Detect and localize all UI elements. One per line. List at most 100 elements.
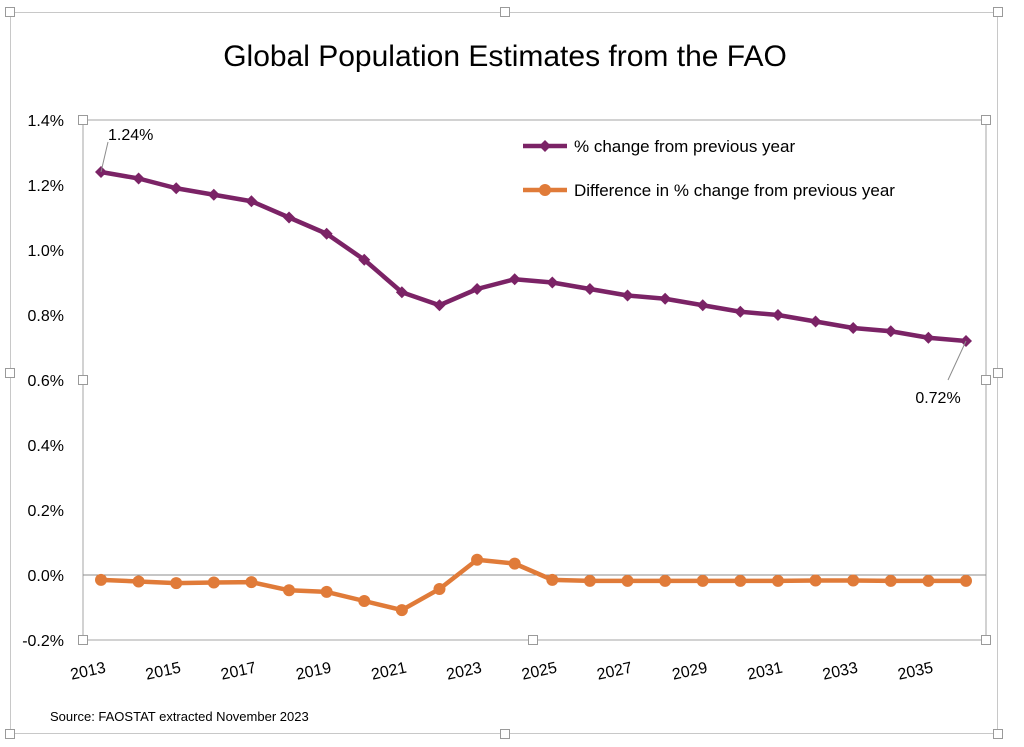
data-point-diamond	[358, 253, 371, 266]
series-line-0	[98, 169, 969, 344]
data-point-circle	[207, 576, 220, 589]
data-point-circle	[734, 574, 747, 587]
data-point-diamond	[659, 292, 672, 305]
data-point-diamond	[621, 289, 634, 302]
resize-handle[interactable]	[78, 375, 88, 385]
data-point-diamond	[847, 322, 860, 334]
y-tick-label: 1.0%	[28, 243, 64, 260]
resize-handle[interactable]	[5, 368, 15, 378]
y-tick-label: 1.2%	[28, 178, 64, 195]
y-tick-label: -0.2%	[22, 633, 64, 650]
legend: % change from previous year Difference in…	[523, 137, 895, 200]
data-point-circle	[471, 553, 484, 566]
data-point-circle	[508, 557, 521, 570]
x-tick-label: 2027	[595, 660, 633, 684]
data-point-circle	[583, 574, 596, 587]
data-point-circle	[884, 574, 897, 587]
legend-marker-circle	[539, 184, 551, 196]
resize-handle[interactable]	[5, 7, 15, 17]
x-tick-label: 2017	[219, 660, 257, 684]
chart-title: Global Population Estimates from the FAO	[223, 40, 787, 73]
data-point-circle	[621, 574, 634, 587]
resize-handle[interactable]	[993, 368, 1003, 378]
series-group	[95, 166, 972, 617]
data-point-circle	[847, 574, 860, 587]
y-tick-label: 1.4%	[28, 113, 64, 130]
source-note: Source: FAOSTAT extracted November 2023	[50, 709, 309, 724]
series-line-1	[98, 557, 969, 613]
callout-leader	[947, 340, 967, 381]
selection-handles[interactable]	[5, 7, 1003, 739]
data-point-diamond	[433, 299, 446, 312]
data-point-diamond	[884, 325, 897, 338]
resize-handle[interactable]	[993, 7, 1003, 17]
data-point-circle	[283, 584, 296, 597]
data-point-circle	[696, 574, 709, 587]
x-axis: 2013 2015 2017 2019 2021 2023 2025 2027 2029 2031…	[69, 660, 935, 684]
data-point-diamond	[508, 273, 521, 286]
data-point-circle	[659, 574, 672, 587]
resize-handle[interactable]	[981, 115, 991, 125]
x-tick-label: 2033	[821, 660, 859, 684]
data-point-diamond	[283, 211, 296, 224]
data-point-circle	[546, 573, 559, 586]
data-point-diamond	[245, 195, 258, 208]
data-point-circle	[320, 585, 333, 598]
data-point-circle	[170, 577, 183, 590]
callout-label: 1.24%	[108, 127, 153, 144]
data-point-diamond	[395, 286, 408, 299]
data-point-diamond	[771, 309, 784, 321]
data-point-diamond	[583, 283, 596, 295]
x-tick-label: 2035	[896, 660, 934, 684]
x-tick-label: 2031	[746, 660, 784, 684]
data-point-diamond	[546, 276, 559, 289]
data-point-diamond	[207, 188, 220, 201]
x-tick-label: 2013	[69, 660, 107, 684]
data-point-circle	[132, 575, 145, 588]
legend-label-1: Difference in % change from previous yea…	[574, 181, 895, 200]
y-tick-label: 0.8%	[28, 308, 64, 325]
y-axis: -0.2% 0.0% 0.2% 0.4% 0.6% 0.8% 1.0% 1.2% 1.4%	[22, 113, 986, 650]
y-tick-label: 0.6%	[28, 373, 64, 390]
data-point-circle	[922, 574, 935, 587]
callout-leader	[100, 141, 109, 173]
data-point-circle	[433, 582, 446, 595]
data-point-diamond	[809, 315, 822, 328]
y-tick-label: 0.4%	[28, 438, 64, 455]
data-point-circle	[809, 574, 822, 587]
resize-handle[interactable]	[500, 7, 510, 17]
resize-handle[interactable]	[500, 729, 510, 739]
data-point-diamond	[922, 331, 935, 344]
resize-handle[interactable]	[993, 729, 1003, 739]
y-tick-label: 0.2%	[28, 503, 64, 520]
data-point-diamond	[320, 227, 333, 240]
resize-handle[interactable]	[981, 375, 991, 385]
x-tick-label: 2023	[445, 660, 483, 684]
x-tick-label: 2015	[144, 660, 182, 684]
resize-handle[interactable]	[528, 635, 538, 645]
data-point-diamond	[696, 299, 709, 312]
data-point-circle	[395, 604, 408, 617]
data-point-circle	[358, 595, 371, 607]
data-point-circle	[960, 574, 972, 587]
y-tick-label: 0.0%	[28, 568, 64, 585]
x-tick-label: 2029	[671, 660, 709, 684]
data-point-diamond	[132, 172, 145, 185]
x-tick-label: 2025	[520, 660, 558, 684]
resize-handle[interactable]	[981, 635, 991, 645]
annotations: 1.24% 0.72%	[100, 127, 967, 407]
resize-handle[interactable]	[5, 729, 15, 739]
data-point-circle	[245, 576, 258, 589]
resize-handle[interactable]	[78, 115, 88, 125]
legend-label-0: % change from previous year	[574, 137, 795, 156]
x-tick-label: 2019	[295, 660, 333, 684]
resize-handle[interactable]	[78, 635, 88, 645]
callout-label: 0.72%	[915, 390, 960, 407]
data-point-diamond	[734, 305, 747, 318]
data-point-diamond	[170, 182, 183, 195]
data-point-circle	[771, 574, 784, 587]
legend-marker-diamond	[539, 140, 551, 152]
data-point-circle	[95, 573, 107, 586]
x-tick-label: 2021	[370, 660, 408, 684]
